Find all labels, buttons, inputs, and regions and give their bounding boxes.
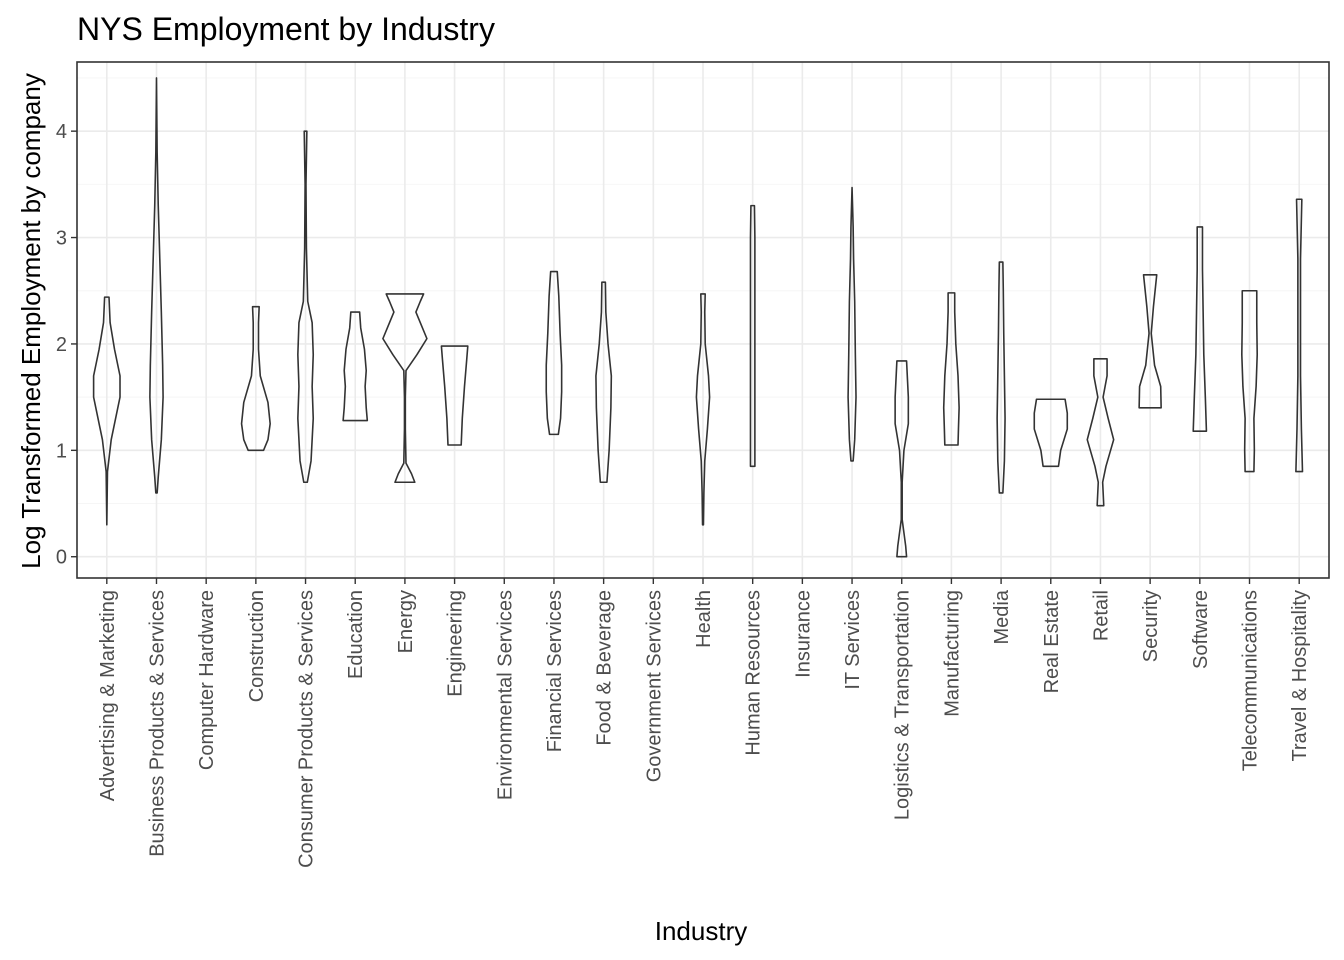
x-tick-label: Insurance: [792, 590, 814, 678]
x-tick-label: Construction: [246, 590, 268, 702]
violin-it-services: [847, 186, 857, 462]
x-tick-label: Business Products & Services: [146, 590, 168, 857]
violin-manufacturing: [942, 292, 960, 446]
x-tick-label: Human Resources: [743, 590, 765, 756]
violin-food-beverage: [595, 281, 613, 484]
x-tick-label: Health: [693, 590, 715, 648]
x-tick-label: Computer Hardware: [196, 590, 218, 770]
violin-engineering: [440, 345, 469, 446]
x-tick-label: Security: [1140, 590, 1162, 662]
violin-advertising-marketing: [92, 296, 121, 526]
y-tick-label: 1: [56, 440, 67, 462]
x-tick-label: Retail: [1090, 590, 1112, 641]
y-axis-ticks: 0 1 2 3 4: [56, 121, 77, 569]
x-tick-label: IT Services: [842, 590, 864, 690]
violin-human-resources: [749, 204, 756, 468]
violin-consumer-products-services: [297, 130, 315, 484]
x-tick-label: Media: [991, 589, 1013, 644]
y-axis-title: Log Transformed Employment by company: [16, 73, 46, 569]
violin-business-products-services: [149, 77, 164, 494]
x-tick-label: Real Estate: [1041, 590, 1063, 693]
x-tick-label: Energy: [395, 590, 417, 653]
violin-media: [996, 261, 1006, 494]
x-axis-title: Industry: [655, 916, 748, 946]
violin-retail: [1086, 358, 1115, 507]
violin-logistics-transportation: [894, 360, 910, 558]
x-tick-label: Education: [345, 590, 367, 679]
x-tick-label: Travel & Hospitality: [1289, 590, 1311, 762]
x-tick-label: Engineering: [445, 590, 467, 697]
x-tick-label: Advertising & Marketing: [97, 590, 119, 801]
violin-real-estate: [1033, 398, 1069, 468]
violin-software: [1192, 226, 1208, 432]
violin-travel-hospitality: [1295, 198, 1304, 473]
x-tick-label: Manufacturing: [941, 590, 963, 717]
x-tick-label: Government Services: [643, 590, 665, 782]
violins: [92, 77, 1304, 558]
y-tick-label: 4: [56, 121, 67, 143]
x-tick-label: Telecommunications: [1240, 590, 1262, 771]
x-tick-label: Environmental Services: [494, 590, 516, 800]
x-tick-label: Consumer Products & Services: [296, 590, 318, 868]
violin-education: [342, 311, 369, 422]
x-tick-label: Software: [1190, 590, 1212, 669]
y-tick-label: 2: [56, 334, 67, 356]
y-tick-label: 0: [56, 547, 67, 569]
chart-title: NYS Employment by Industry: [77, 11, 495, 47]
x-tick-label: Financial Services: [544, 590, 566, 752]
violin-financial-services: [545, 270, 563, 436]
x-axis-ticks: Advertising & Marketing Business Products…: [97, 578, 1311, 868]
violin-health: [695, 293, 711, 526]
violin-construction: [240, 305, 271, 452]
x-tick-label: Food & Beverage: [594, 590, 616, 746]
x-tick-label: Logistics & Transportation: [892, 590, 914, 820]
y-tick-label: 3: [56, 228, 67, 250]
violin-energy: [382, 293, 428, 484]
violin-telecommunications: [1241, 289, 1259, 473]
violin-security: [1138, 273, 1162, 409]
